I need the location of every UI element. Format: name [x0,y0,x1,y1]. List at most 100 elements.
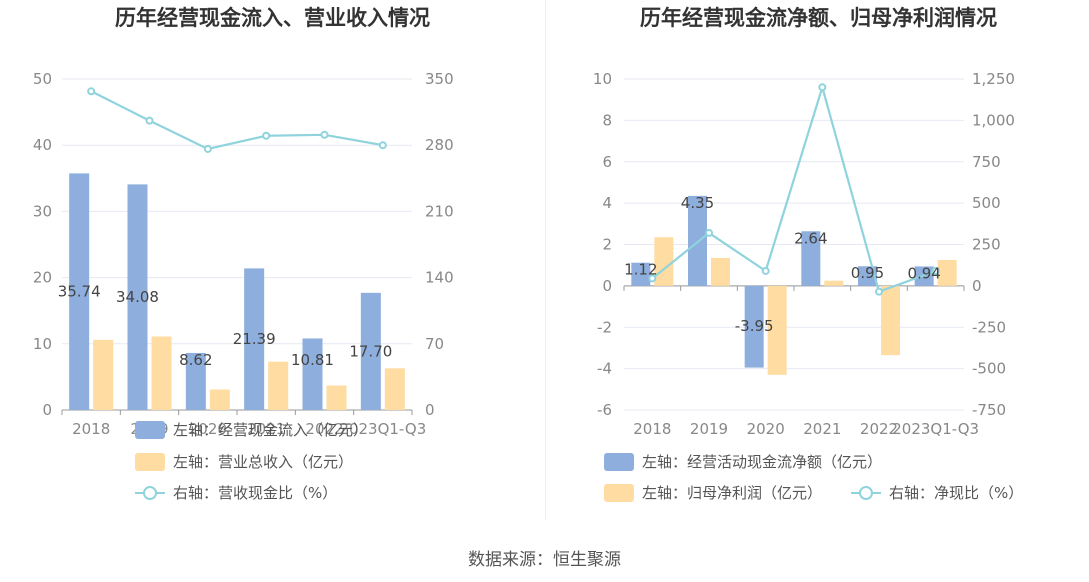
legend-label: 右轴：营收现金比（%） [173,484,337,502]
y-right-tick-label: 210 [425,202,454,220]
y-right-tick-label: 140 [425,269,454,287]
line-point [203,144,212,153]
line-point [761,266,770,275]
line-point [931,266,940,275]
bar-series2 [881,285,900,356]
y-right-tick-label: 500 [972,194,1001,212]
legend-label: 左轴：经营活动现金流净额（亿元） [642,453,882,471]
y-right-tick-label: 250 [972,236,1001,254]
bar-series1 [127,184,148,410]
legend-label: 右轴：净现比（%） [889,484,1023,502]
line-point [875,287,883,296]
bar-series1 [631,262,651,286]
y-left-tick-label: 20 [33,269,52,287]
legend-swatch [604,453,634,471]
x-tick-label: 2019 [690,420,728,438]
y-right-tick-label: 0 [425,401,435,419]
y-left-tick-label: -6 [597,401,612,419]
legend-marker [143,486,157,500]
y-left-tick-label: -4 [597,360,612,378]
bar-series2 [824,280,844,286]
bar-data-label: -3.95 [735,317,774,335]
right-chart-title: 历年经营现金流净额、归母净利润情况 [640,6,997,30]
legend-swatch [604,484,634,502]
y-left-tick-label: 6 [602,153,612,171]
x-tick-label: 2023Q1-Q3 [339,420,426,438]
y-left-tick-label: -2 [597,318,612,336]
y-right-tick-label: 280 [425,136,454,154]
y-right-tick-label: 0 [972,277,982,295]
legend-swatch [135,421,165,439]
y-right-tick-label: 750 [972,153,1001,171]
y-left-tick-label: 40 [33,136,52,154]
bar-series1 [244,268,265,410]
legend-label: 左轴：归母净利润（亿元） [642,484,822,502]
left-chart-title: 历年经营现金流入、营业收入情况 [115,6,430,30]
bar-series1 [360,292,381,410]
right-chart-panel: 历年经营现金流净额、归母净利润情况 -6 -4 -2 0 2 4 6 8 10 -750 -500-… [545,0,1089,520]
legend-swatch [135,453,165,471]
line-point [648,274,657,283]
bar-data-label: 2.64 [794,229,827,247]
x-tick-label: 2022 [860,420,898,438]
x-tick-label: 2021 [803,420,841,438]
x-tick-label: 2018 [72,420,110,438]
bar-series1 [69,173,90,410]
bar-series2 [384,368,405,410]
bar-series2 [767,285,787,375]
x-tick-label: 2022 [305,420,343,438]
line-series [90,90,384,151]
y-left-tick-label: 8 [602,111,612,129]
line-point [145,116,154,125]
line-point [87,87,96,96]
bar-data-label: 21.39 [233,330,276,348]
bar-data-label: 34.08 [116,288,159,306]
line-point [262,131,271,140]
bar-data-label: 4.35 [681,194,714,212]
y-right-tick-label: 1,000 [972,111,1015,129]
y-left-tick-label: 0 [602,277,612,295]
bar-series1 [744,285,764,368]
y-right-tick-label: -750 [972,401,1006,419]
y-right-tick-label: 350 [425,70,454,88]
y-right-tick-label: 70 [425,335,444,353]
legend-label: 左轴：经营现金流入（亿元） [173,421,368,439]
bar-series2 [937,260,957,286]
bar-data-label: 8.62 [179,351,212,369]
x-tick-label: 2020 [747,420,785,438]
line-point [320,130,329,139]
line-point [378,141,387,150]
y-right-tick-label: -250 [972,318,1006,336]
x-tick-label: 2018 [633,420,671,438]
y-left-tick-label: 10 [593,70,612,88]
bar-data-label: 35.74 [58,283,101,301]
data-source-note: 数据来源：恒生聚源 [468,550,621,570]
bar-series2 [209,389,230,410]
bar-series1 [801,231,821,286]
y-left-tick-label: 0 [42,401,52,419]
y-right-tick-label: 1,250 [972,70,1015,88]
bar-series2 [326,385,347,410]
line-point [818,83,827,92]
left-chart-panel: 历年经营现金流入、营业收入情况 0 10 20 30 40 50 0 70 140 210 280 3… [0,0,545,520]
bar-data-label: 1.12 [624,261,657,279]
y-left-tick-label: 2 [602,236,612,254]
right-chart-svg: -6 -4 -2 0 2 4 6 8 10 -750 -500 -250 0 250 500 750 1,000… [593,70,1023,502]
y-left-tick-label: 10 [33,335,52,353]
y-left-tick-label: 50 [33,70,52,88]
left-chart-svg: 0 10 20 30 40 50 0 70 140 210 280 350 35.74 34.08 8.62… [33,70,454,502]
legend-label: 左轴：营业总收入（亿元） [173,453,353,471]
legend-marker [859,486,873,500]
x-tick-label: 2021 [247,420,285,438]
x-tick-label: 2020 [189,420,227,438]
y-left-tick-label: 30 [33,202,52,220]
x-tick-label: 2023Q1-Q3 [892,420,979,438]
bar-data-label: 10.81 [291,351,334,369]
bar-series2 [151,336,172,410]
bar-series2 [93,339,114,410]
bar-data-label: 0.95 [851,264,884,282]
bar-series2 [711,257,730,286]
line-point [705,228,713,237]
bar-data-label: 17.70 [349,342,392,360]
y-right-tick-label: -500 [972,360,1006,378]
